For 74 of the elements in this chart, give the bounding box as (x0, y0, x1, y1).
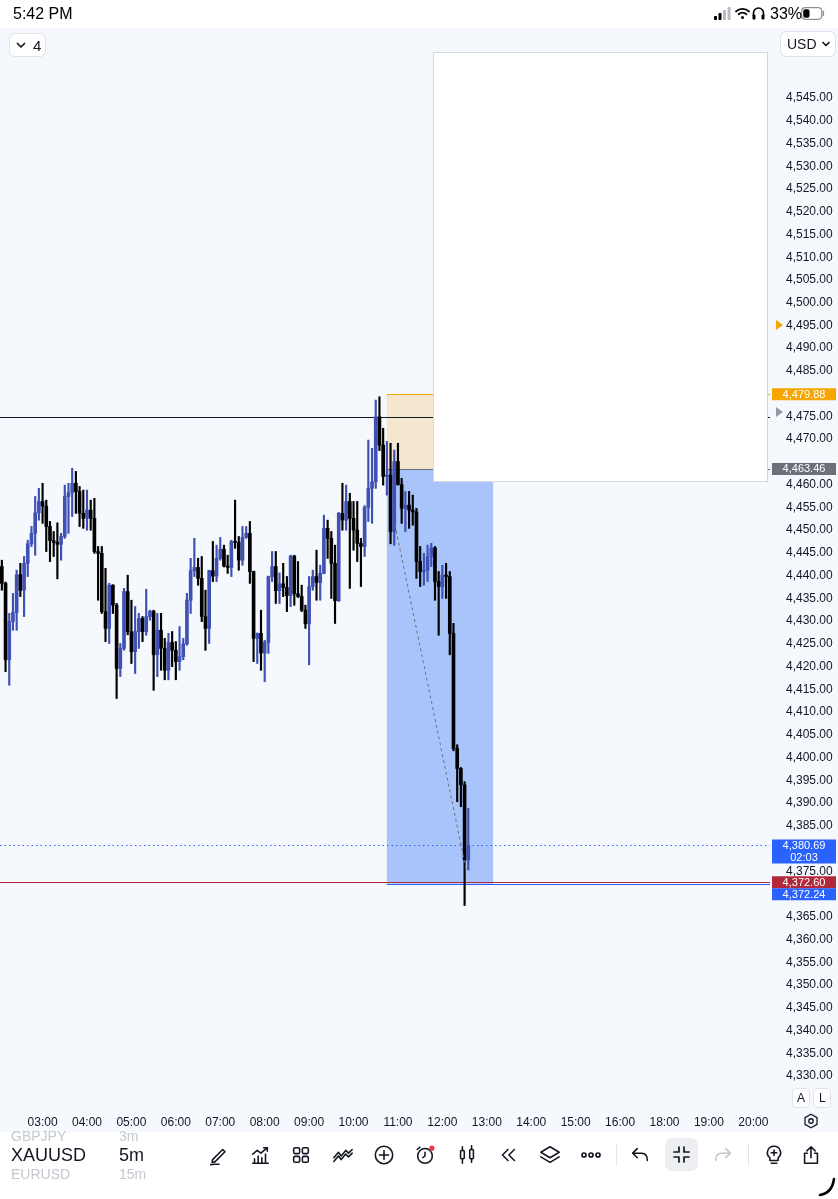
y-tick-label: 4,335.00 (786, 1045, 834, 1060)
y-tick-label: 4,395.00 (786, 772, 834, 787)
ref-line-label: 4,372.24 (782, 887, 826, 900)
y-tick-label: 4,375.00 (786, 863, 834, 878)
y-tick-label: 4,525.00 (786, 181, 834, 196)
x-tick-label: 07:00 (205, 1114, 236, 1129)
y-tick-label: 4,345.00 (786, 1000, 834, 1015)
y-tick-label: 4,485.00 (786, 363, 834, 378)
y-tick-label: 4,460.00 (786, 476, 834, 491)
x-tick-label: 09:00 (294, 1114, 325, 1129)
y-tick-label: 4,455.00 (786, 499, 834, 514)
y-tick-label: 4,425.00 (786, 636, 834, 651)
x-tick-label: 11:00 (383, 1114, 413, 1129)
text: USD (787, 36, 817, 52)
x-tick-label: 14:00 (516, 1114, 547, 1129)
y-tick-label: 4,445.00 (786, 545, 834, 560)
y-tick-label: 4,415.00 (786, 681, 834, 696)
x-tick-label: 16:00 (605, 1114, 636, 1129)
x-tick-label: 20:00 (738, 1114, 769, 1129)
y-tick-label: 4,400.00 (786, 749, 834, 764)
x-tick-label: 18:00 (649, 1114, 680, 1129)
text: EURUSD (11, 1166, 71, 1182)
x-tick-label: 08:00 (249, 1114, 281, 1129)
x-tick-label: 19:00 (693, 1114, 725, 1129)
y-tick-label: 4,350.00 (786, 977, 834, 992)
y-tick-label: 4,540.00 (786, 113, 834, 128)
y-tick-label: 4,435.00 (786, 590, 834, 605)
text: XAUUSD (11, 1145, 87, 1165)
x-tick-label: 12:00 (427, 1114, 458, 1129)
y-tick-label: 4,405.00 (786, 727, 834, 742)
text: GBPJPY (11, 1128, 67, 1144)
text: 5:42 PM (13, 5, 73, 22)
y-tick-label: 4,545.00 (786, 90, 834, 105)
y-tick-label: 4,520.00 (786, 204, 834, 219)
y-tick-label: 4,500.00 (786, 295, 834, 310)
x-tick-label: 04:00 (71, 1114, 103, 1129)
x-tick-label: 15:00 (560, 1114, 591, 1129)
y-tick-label: 4,365.00 (786, 909, 834, 924)
y-tick-label: 4,340.00 (786, 1022, 834, 1037)
x-tick-label: 06:00 (160, 1114, 192, 1129)
text: A (797, 1091, 806, 1105)
y-tick-label: 4,390.00 (786, 795, 834, 810)
y-tick-label: 4,440.00 (786, 567, 834, 582)
ref-line-label: 4,479.88 (782, 387, 826, 400)
y-tick-label: 4,515.00 (786, 226, 834, 241)
x-tick-label: 13:00 (471, 1114, 503, 1129)
ref-line-label: 4,380.69 02:03 (782, 838, 826, 863)
text: L (819, 1091, 826, 1105)
y-tick-label: 4,385.00 (786, 818, 834, 833)
y-tick-label: 4,360.00 (786, 931, 834, 946)
y-tick-label: 4,430.00 (786, 613, 834, 628)
y-tick-label: 4,475.00 (786, 408, 834, 423)
x-tick-label: 05:00 (116, 1114, 147, 1129)
y-tick-label: 4,420.00 (786, 658, 834, 673)
text: 5m (119, 1145, 145, 1165)
text: 3m (119, 1128, 139, 1144)
text: 33% (770, 5, 803, 22)
y-tick-label: 4,510.00 (786, 249, 834, 264)
x-tick-label: 03:00 (27, 1114, 58, 1129)
ref-line-label: 4,463.46 (782, 462, 826, 475)
y-tick-label: 4,530.00 (786, 158, 834, 173)
y-tick-label: 4,450.00 (786, 522, 834, 537)
y-tick-label: 4,535.00 (786, 135, 834, 150)
y-tick-label: 4,355.00 (786, 954, 834, 969)
y-tick-label: 4,505.00 (786, 272, 834, 287)
ref-line-label: 4,372.60 (782, 875, 826, 888)
y-tick-label: 4,495.00 (786, 317, 834, 332)
y-tick-label: 4,490.00 (786, 340, 834, 355)
text: 15m (119, 1166, 147, 1182)
x-tick-label: 10:00 (338, 1114, 369, 1129)
y-tick-label: 4,330.00 (786, 1068, 834, 1083)
y-tick-label: 4,410.00 (786, 704, 834, 719)
text: 4 (33, 37, 42, 54)
y-tick-label: 4,470.00 (786, 431, 834, 446)
